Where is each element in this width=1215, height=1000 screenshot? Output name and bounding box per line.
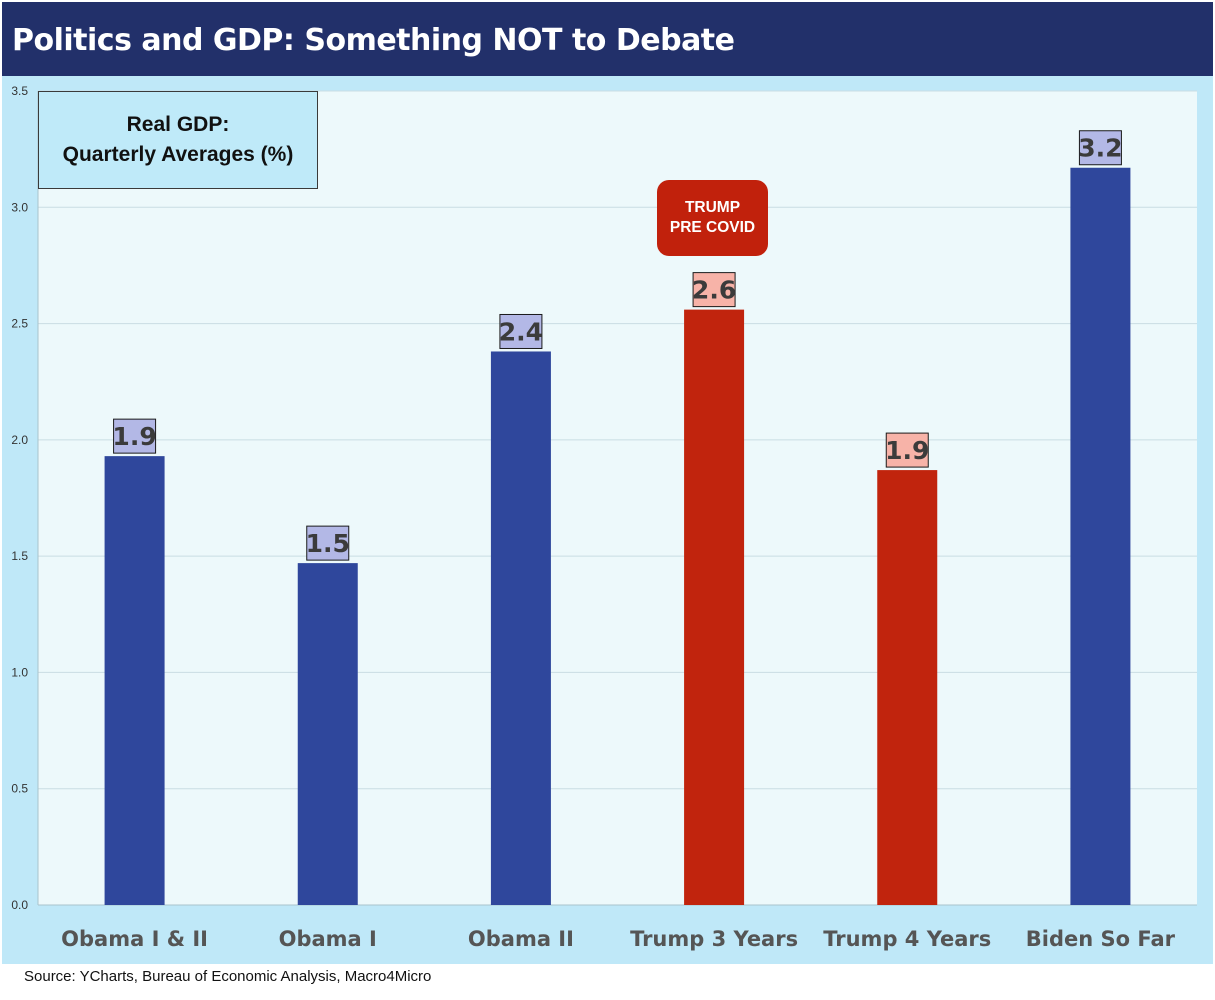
y-tick-label: 3.0 xyxy=(11,200,28,214)
chart-subtitle-box: Real GDP: Quarterly Averages (%) xyxy=(38,91,318,189)
data-label-box xyxy=(692,272,736,308)
bar xyxy=(297,563,358,905)
x-tick-label: Trump 4 Years xyxy=(823,927,991,951)
y-tick-label: 0.5 xyxy=(11,782,28,796)
data-label: 3.2 xyxy=(1078,134,1122,163)
x-tick-label: Biden So Far xyxy=(1026,927,1176,951)
bar xyxy=(877,470,938,905)
y-tick-label: 1.5 xyxy=(11,549,28,563)
subtitle-line-2: Quarterly Averages (%) xyxy=(62,143,294,166)
data-label-box xyxy=(499,313,543,349)
x-tick-label: Trump 3 Years xyxy=(630,927,798,951)
plot-area xyxy=(38,91,1197,905)
bar xyxy=(104,456,165,905)
chart-title: Politics and GDP: Something NOT to Debat… xyxy=(12,23,735,58)
data-label: 2.6 xyxy=(692,276,736,305)
data-label-box xyxy=(1078,130,1122,166)
trump-pre-covid-callout: TRUMP PRE COVID xyxy=(657,180,768,256)
subtitle-line-1: Real GDP: xyxy=(126,113,230,136)
callout-line-1: TRUMP xyxy=(684,199,741,216)
data-label: 2.4 xyxy=(499,317,543,346)
source-note: Source: YCharts, Bureau of Economic Anal… xyxy=(24,968,432,985)
data-label-box xyxy=(885,432,929,468)
data-label-box xyxy=(306,525,350,561)
title-banner: Politics and GDP: Something NOT to Debat… xyxy=(2,2,1213,76)
callout-line-2: PRE COVID xyxy=(669,219,756,236)
bar xyxy=(490,351,551,906)
y-tick-label: 2.5 xyxy=(11,317,28,331)
x-tick-label: Obama I xyxy=(279,927,377,951)
x-tick-label: Obama I & II xyxy=(61,927,208,951)
data-label: 1.9 xyxy=(112,422,156,451)
y-tick-label: 1.0 xyxy=(11,665,28,679)
x-tick-label: Obama II xyxy=(468,927,574,951)
data-label-box xyxy=(113,418,157,454)
bar xyxy=(684,309,745,905)
y-tick-label: 0.0 xyxy=(11,898,28,912)
data-label: 1.5 xyxy=(306,529,350,558)
data-label: 1.9 xyxy=(885,436,929,465)
y-tick-label: 3.5 xyxy=(11,84,28,98)
bar xyxy=(1070,167,1131,906)
y-tick-label: 2.0 xyxy=(11,433,28,447)
